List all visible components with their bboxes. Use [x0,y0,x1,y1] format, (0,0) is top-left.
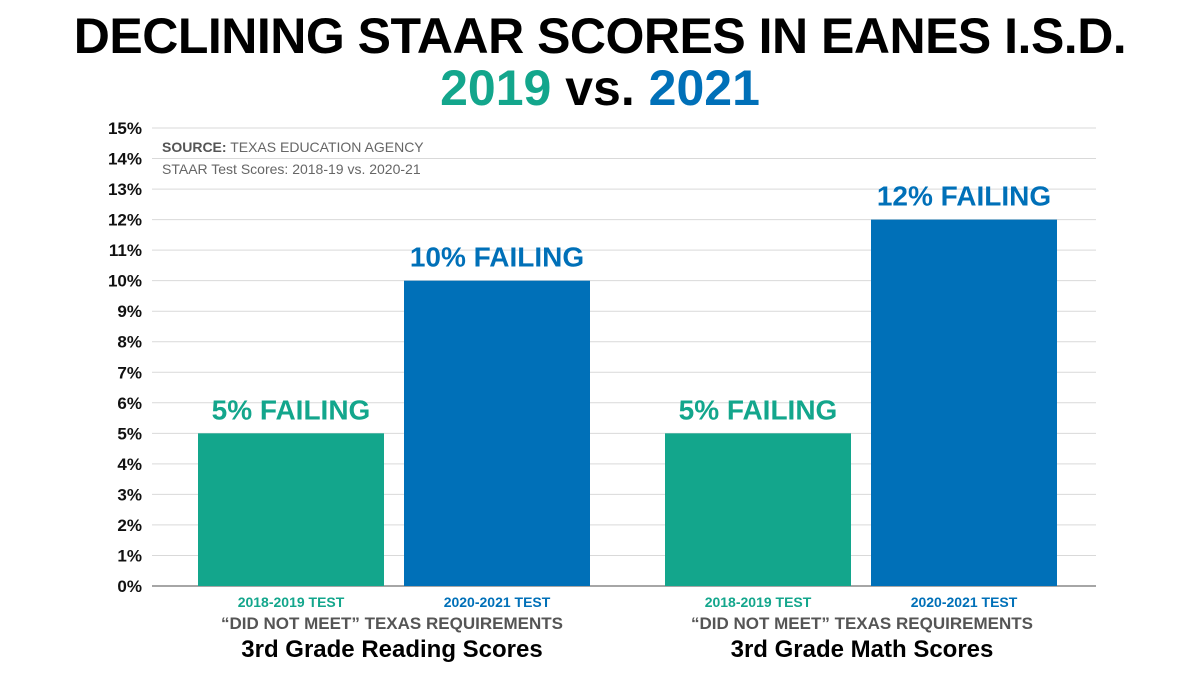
source-label: SOURCE: [162,139,227,155]
group-reading-subtitle: “DID NOT MEET” TEXAS REQUIREMENTS [221,614,563,633]
y-tick-label: 3% [117,485,142,504]
bar-category-label: 2018-2019 TEST [238,594,345,610]
y-tick-label: 6% [117,394,142,413]
y-tick-label: 9% [117,302,142,321]
y-tick-label: 5% [117,424,142,443]
y-tick-label: 13% [108,180,142,199]
bar-data-label: 12% FAILING [877,181,1051,212]
y-tick-label: 14% [108,150,142,169]
bar [198,433,384,586]
group-reading-title: 3rd Grade Reading Scores [241,636,543,663]
bar-data-label: 10% FAILING [410,242,584,273]
bar-category-label: 2020-2021 TEST [444,594,551,610]
chart-title: DECLINING STAAR SCORES IN EANES I.S.D. [73,8,1127,64]
source-note: SOURCE: TEXAS EDUCATION AGENCY STAAR Tes… [162,136,424,180]
group-math-subtitle: “DID NOT MEET” TEXAS REQUIREMENTS [691,614,1033,633]
bar [404,280,590,586]
subtitle-vs: vs. [565,60,635,116]
y-tick-label: 2% [117,516,142,535]
bar [871,219,1057,586]
bar-category-label: 2020-2021 TEST [911,594,1018,610]
bar-data-label: 5% FAILING [212,394,371,425]
y-tick-label: 7% [117,363,142,382]
y-tick-label: 11% [109,241,142,260]
y-tick-label: 1% [117,546,142,565]
source-detail: STAAR Test Scores: 2018-19 vs. 2020-21 [162,161,421,177]
group-math-title: 3rd Grade Math Scores [730,636,994,663]
bar [665,433,851,586]
bar-category-label: 2018-2019 TEST [705,594,812,610]
y-tick-label: 8% [117,333,142,352]
subtitle-year-2019: 2019 [440,60,552,116]
subtitle-year-2021: 2021 [648,60,760,116]
y-tick-label: 0% [117,577,142,596]
source-text: TEXAS EDUCATION AGENCY [230,139,424,155]
chart-subtitle: 2019 vs. 2021 [0,60,1200,116]
y-tick-label: 4% [117,455,142,474]
y-tick-label: 15% [108,119,142,138]
y-tick-label: 10% [108,272,142,291]
y-tick-label: 12% [108,211,142,230]
bar-data-label: 5% FAILING [679,394,838,425]
